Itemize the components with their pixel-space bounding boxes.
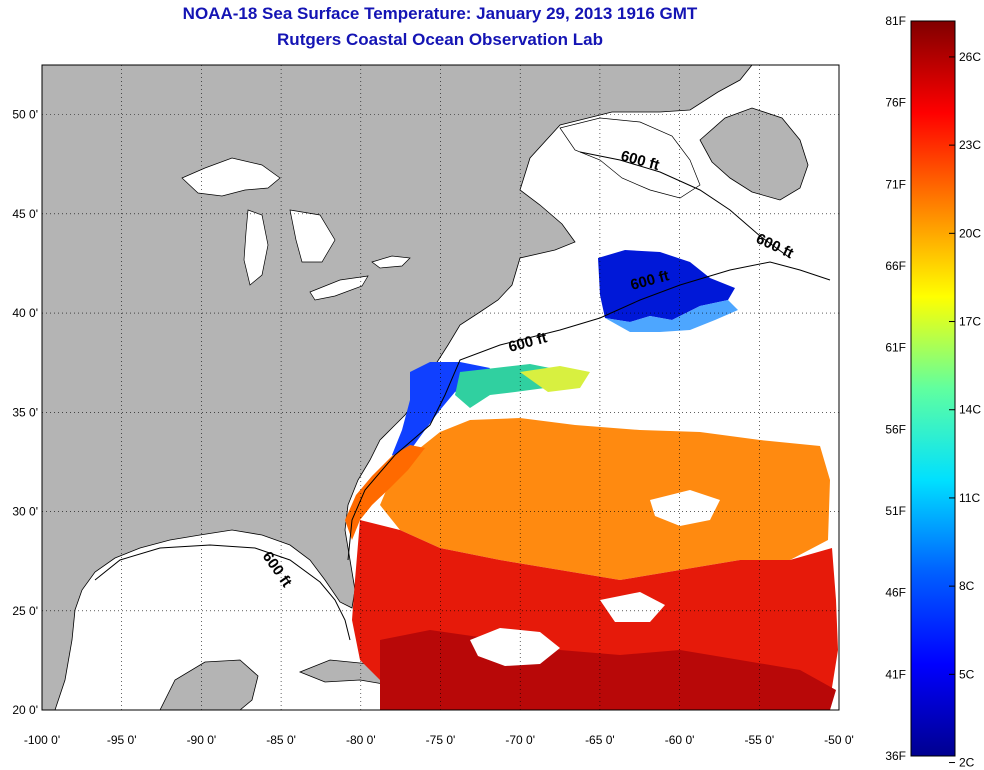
colorbar-c-label: 26C — [959, 50, 981, 64]
longitude-tick-label: -50 0' — [824, 733, 854, 747]
latitude-tick-label: 25 0' — [12, 604, 38, 618]
longitude-tick-label: -55 0' — [744, 733, 774, 747]
colorbar-c-label: 2C — [959, 756, 975, 770]
lake-superior — [181, 157, 281, 197]
colorbar-f-label: 36F — [885, 749, 906, 763]
longitude-tick-label: -75 0' — [426, 733, 456, 747]
longitude-tick-label: -70 0' — [505, 733, 535, 747]
land-north-america — [42, 65, 753, 710]
longitude-tick-label: -85 0' — [266, 733, 296, 747]
latitude-tick-label: 35 0' — [12, 405, 38, 419]
colorbar-c-label: 14C — [959, 403, 981, 417]
isobath-600ft-atlantic — [347, 261, 831, 561]
colorbar-c-label: 23C — [959, 138, 981, 152]
colorbar-fahrenheit-labels: 36F 41F 46F 51F 56F 61F 66F 71F 76F 81F — [885, 14, 906, 763]
colorbar-f-label: 41F — [885, 667, 906, 681]
latitude-tick-label: 40 0' — [12, 306, 38, 320]
colorbar-f-label: 61F — [885, 341, 906, 355]
isobath-600ft-stlawrence — [579, 151, 791, 259]
colorbar-f-label: 66F — [885, 259, 906, 273]
colorbar-f-label: 71F — [885, 177, 906, 191]
colorbar-c-label: 17C — [959, 315, 981, 329]
land-yucatan — [159, 659, 259, 710]
longitude-tick-label: -80 0' — [346, 733, 376, 747]
cloud-gap-2 — [650, 490, 720, 526]
map-subtitle: Rutgers Coastal Ocean Observation Lab — [277, 30, 603, 49]
latitude-tick-label: 20 0' — [12, 703, 38, 717]
sst-coastal-gulf-stream — [345, 445, 425, 540]
map-title: NOAA-18 Sea Surface Temperature: January… — [182, 4, 698, 23]
colorbar-f-label: 56F — [885, 422, 906, 436]
lake-erie — [309, 275, 369, 301]
colorbar-c-label: 5C — [959, 667, 975, 681]
gulf-of-st-lawrence — [559, 117, 701, 199]
land-newfoundland — [699, 107, 809, 201]
latitude-tick-label: 50 0' — [12, 108, 38, 122]
lake-huron — [289, 209, 336, 263]
longitude-tick-label: -60 0' — [665, 733, 695, 747]
lake-ontario — [371, 255, 411, 269]
latitude-labels: 20 0' 25 0' 30 0' 35 0' 40 0' 45 0' 50 0' — [12, 108, 38, 717]
longitude-tick-label: -100 0' — [24, 733, 60, 747]
longitude-labels: -100 0' -95 0' -90 0' -85 0' -80 0' -75 0' -70… — [24, 733, 854, 747]
colorbar — [910, 20, 956, 757]
longitude-tick-label: -95 0' — [107, 733, 137, 747]
cloud-gap-3 — [600, 592, 665, 622]
colorbar-f-label: 46F — [885, 586, 906, 600]
colorbar-f-label: 81F — [885, 14, 906, 28]
longitude-tick-label: -90 0' — [187, 733, 217, 747]
sst-gulf-stream — [380, 418, 830, 580]
sst-cool-shelf-edge — [605, 300, 738, 332]
colorbar-c-label: 20C — [959, 226, 981, 240]
cloud-gap-1 — [470, 628, 560, 666]
colorbar-f-label: 76F — [885, 96, 906, 110]
longitude-tick-label: -65 0' — [585, 733, 615, 747]
graticule — [42, 65, 839, 710]
latitude-tick-label: 30 0' — [12, 505, 38, 519]
lake-michigan — [243, 209, 269, 286]
colorbar-c-label: 11C — [959, 491, 980, 505]
colorbar-f-label: 51F — [885, 504, 906, 518]
isobath-600ft-gulf — [94, 544, 351, 641]
map-border — [41, 64, 840, 711]
colorbar-c-label: 8C — [959, 579, 975, 593]
sst-slope-yellow — [520, 366, 590, 392]
colorbar-celsius-labels: 2C 5C 8C 11C 14C 17C 20C 23C 26C — [949, 50, 981, 770]
latitude-tick-label: 45 0' — [12, 207, 38, 221]
